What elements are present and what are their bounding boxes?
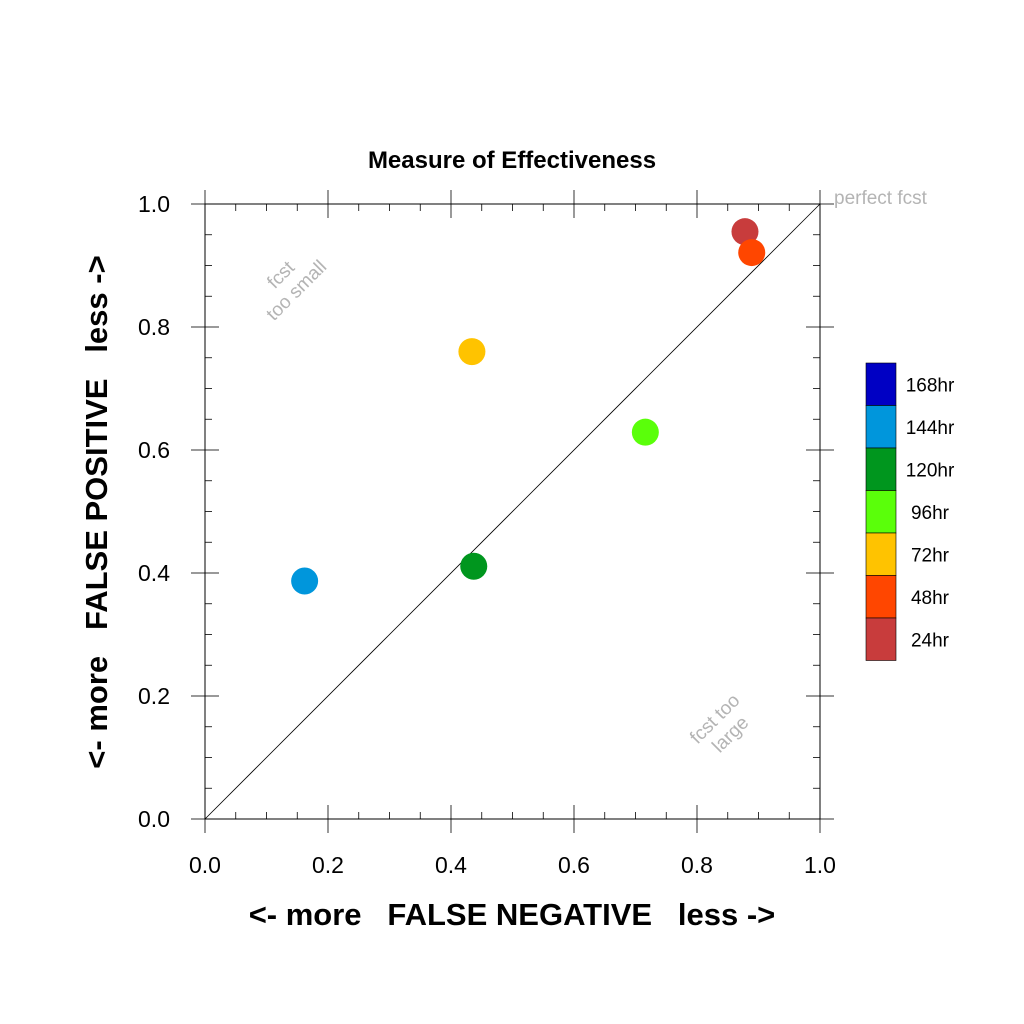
legend-swatch-24hr xyxy=(865,617,897,661)
too-small-annotation-line2: too small xyxy=(263,257,332,326)
x-tick-label: 0.4 xyxy=(435,852,467,878)
perfect-forecast-line xyxy=(204,203,821,820)
legend-swatch-120hr xyxy=(865,447,897,491)
data-point-144hr xyxy=(291,567,319,595)
legend-swatch-144hr xyxy=(865,405,897,449)
legend-swatch-48hr xyxy=(865,575,897,619)
legend: 168hr 144hr 120hr 96hr 72hr 48hr 24hr xyxy=(865,362,955,661)
data-point-120hr xyxy=(460,552,488,580)
legend-swatch-168hr xyxy=(865,362,897,406)
x-tick-labels: 0.0 0.2 0.4 0.6 0.8 1.0 xyxy=(189,852,836,878)
y-tick-label: 0.0 xyxy=(138,806,170,832)
legend-label-168hr: 168hr xyxy=(906,375,955,396)
x-tick-label: 1.0 xyxy=(804,852,836,878)
x-tick-label: 0.6 xyxy=(558,852,590,878)
legend-label-144hr: 144hr xyxy=(906,418,955,439)
data-point-72hr xyxy=(458,338,486,366)
legend-swatch-72hr xyxy=(865,532,897,576)
legend-label-96hr: 96hr xyxy=(911,503,950,524)
data-points xyxy=(291,218,766,595)
x-tick-label: 0.0 xyxy=(189,852,221,878)
legend-label-48hr: 48hr xyxy=(911,588,950,609)
legend-label-72hr: 72hr xyxy=(911,545,950,566)
y-axis-label: <- more FALSE POSITIVE less -> xyxy=(79,255,114,768)
data-point-96hr xyxy=(631,418,659,446)
y-tick-label: 1.0 xyxy=(138,191,170,217)
x-axis-label: <- more FALSE NEGATIVE less -> xyxy=(249,897,776,932)
y-tick-labels: 0.0 0.2 0.4 0.6 0.8 1.0 xyxy=(138,191,170,832)
data-point-48hr xyxy=(738,239,766,267)
data-point-24hr xyxy=(731,218,759,246)
legend-swatch-96hr xyxy=(865,490,897,534)
legend-label-120hr: 120hr xyxy=(906,460,955,481)
axis-ticks xyxy=(191,190,834,833)
x-tick-label: 0.2 xyxy=(312,852,344,878)
y-tick-label: 0.4 xyxy=(138,560,170,586)
y-tick-label: 0.8 xyxy=(138,314,170,340)
y-tick-label: 0.6 xyxy=(138,437,170,463)
x-tick-label: 0.8 xyxy=(681,852,713,878)
legend-label-24hr: 24hr xyxy=(911,630,950,651)
y-tick-label: 0.2 xyxy=(138,683,170,709)
chart-title: Measure of Effectiveness xyxy=(368,147,656,174)
perfect-forecast-annotation: perfect fcst xyxy=(834,188,928,209)
